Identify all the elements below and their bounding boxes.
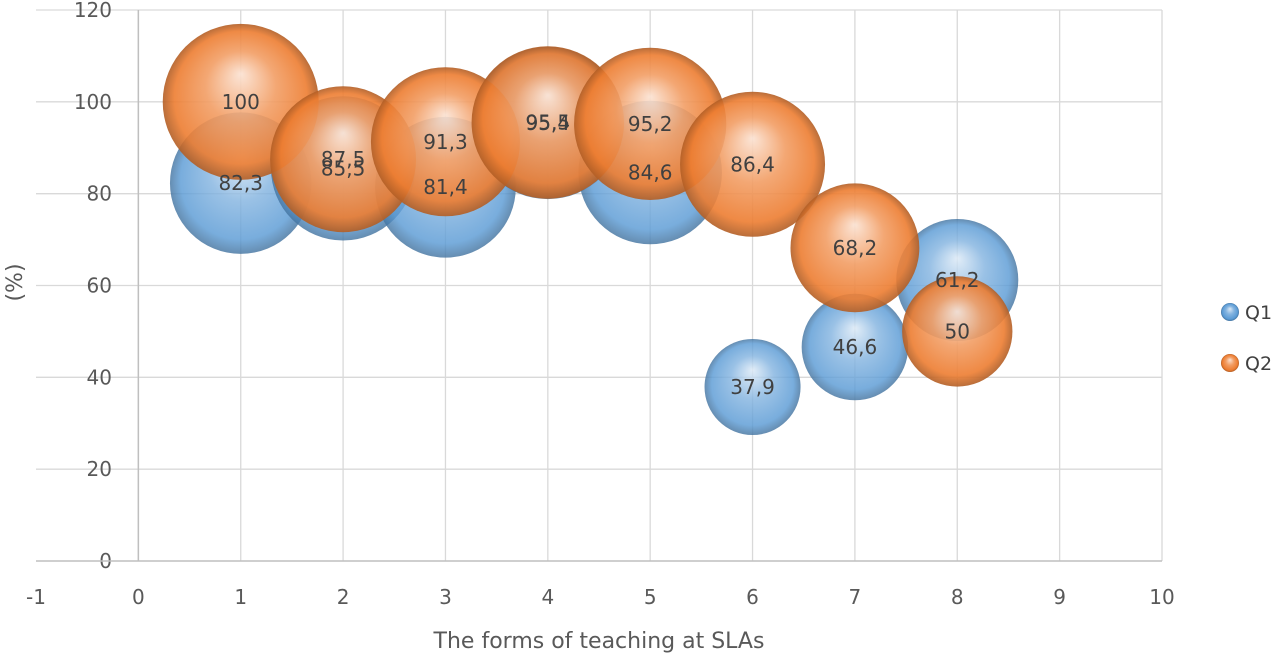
data-label-q1: 84,6 (628, 161, 673, 185)
y-tick-label: 40 (87, 365, 112, 389)
bubbles (162, 23, 1019, 435)
y-tick-label: 120 (74, 0, 112, 22)
x-tick-label: 3 (439, 585, 452, 609)
data-label-q2: 95,2 (628, 112, 673, 136)
x-tick-label: 6 (746, 585, 759, 609)
legend-label: Q1 (1245, 302, 1272, 324)
x-tick-label: 0 (132, 585, 145, 609)
x-tick-label: 4 (541, 585, 554, 609)
bubble-q2 (790, 183, 920, 313)
x-tick-label: 1 (234, 585, 247, 609)
data-label-q1: 46,6 (833, 335, 878, 359)
data-label-q2: 95,5 (526, 110, 571, 134)
data-label-q2: 50 (945, 319, 970, 343)
data-label-q2: 68,2 (833, 236, 878, 260)
data-label-q1: 85,5 (321, 156, 366, 180)
y-tick-label: 60 (87, 274, 112, 298)
x-tick-label: 7 (849, 585, 862, 609)
y-tick-label: 20 (87, 457, 112, 481)
data-label-q1: 82,3 (218, 171, 263, 195)
data-label-q1: 37,9 (730, 375, 775, 399)
y-axis-title: (%) (3, 263, 28, 301)
y-tick-label: 80 (87, 182, 112, 206)
data-labels: 82,3 85,5 81,4 95,4 84,6 37,9 46,6 61,2 100 87,5 9… (218, 90, 979, 399)
legend-item-q2: Q2 (1221, 353, 1272, 375)
data-label-q1: 95,4 (526, 111, 571, 135)
y-tick-label: 100 (74, 90, 112, 114)
bubble-q2 (902, 276, 1013, 387)
x-tick-label: 9 (1053, 585, 1066, 609)
legend-marker (1221, 303, 1239, 321)
bubble-q1 (704, 338, 801, 435)
bubble-q2 (680, 91, 826, 237)
x-axis-title: The forms of teaching at SLAs (433, 629, 765, 654)
bubble-q1 (801, 293, 909, 401)
x-tick-label: 2 (337, 585, 350, 609)
data-label-q2: 91,3 (423, 130, 468, 154)
data-label-q2: 100 (222, 90, 260, 114)
series-q2 (162, 23, 1013, 387)
data-label-q1: 81,4 (423, 175, 468, 199)
x-tick-label: -1 (26, 585, 46, 609)
x-tick-label: 10 (1149, 585, 1174, 609)
x-tick-label: 5 (644, 585, 657, 609)
data-label-q2: 86,4 (730, 152, 775, 176)
legend-marker (1221, 354, 1239, 372)
legend-item-q1: Q1 (1221, 302, 1272, 324)
data-label-q2: 87,5 (321, 147, 366, 171)
data-label-q1: 61,2 (935, 268, 980, 292)
x-tick-label: 8 (951, 585, 964, 609)
legend: Q1 Q2 (1221, 302, 1272, 375)
axes: -1 0 1 2 3 4 5 6 7 8 9 100 20 40 60 80 100 120 (26, 0, 1175, 609)
legend-label: Q2 (1245, 353, 1272, 375)
